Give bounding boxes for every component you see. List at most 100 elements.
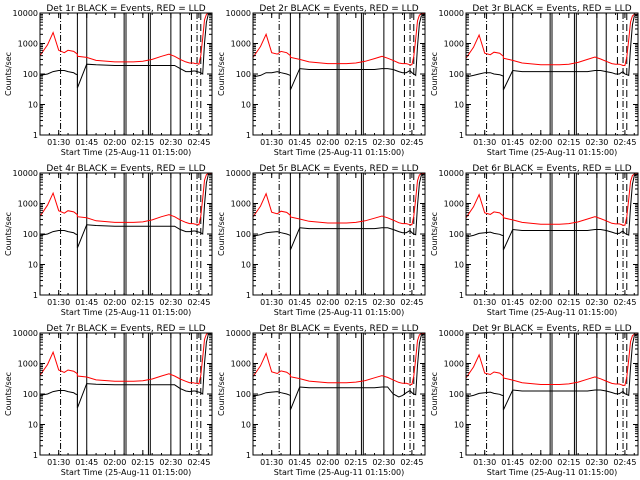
- x-tick-label: 02:30: [372, 138, 395, 147]
- x-tick-label: 01:30: [260, 458, 283, 467]
- series-lld-line: [40, 173, 212, 226]
- y-tick-label: 1000: [18, 360, 38, 369]
- x-tick-label: 01:45: [75, 298, 98, 307]
- series-lld-line: [253, 13, 425, 66]
- x-tick-label: 01:30: [473, 138, 496, 147]
- y-tick-label: 100: [23, 70, 38, 79]
- series-lld-line: [40, 333, 212, 385]
- x-tick-label: 02:00: [103, 138, 126, 147]
- y-axis-label: Counts/sec: [430, 372, 439, 416]
- x-tick-label: 02:00: [316, 138, 339, 147]
- y-tick-label: 10000: [226, 9, 251, 18]
- x-tick-label: 02:00: [529, 138, 552, 147]
- chart-panel-7: Det 7r BLACK = Events, RED = LLD 1 10 100 10…: [4, 324, 213, 477]
- y-tick-label: 1: [246, 131, 251, 140]
- y-tick-label: 10000: [13, 9, 38, 18]
- series-lld-line: [253, 333, 425, 386]
- chart-panel-6: Det 6r BLACK = Events, RED = LLD 1 10 100 10…: [430, 164, 639, 317]
- chart-title: Det 9r BLACK = Events, RED = LLD: [472, 324, 631, 334]
- y-tick-label: 100: [236, 70, 251, 79]
- x-tick-label: 02:45: [187, 298, 210, 307]
- x-tick-label: 02:45: [187, 458, 210, 467]
- y-tick-label: 10: [28, 421, 38, 430]
- y-tick-label: 1000: [444, 360, 464, 369]
- series-events-line: [466, 13, 638, 91]
- chart-title: Det 6r BLACK = Events, RED = LLD: [472, 164, 631, 174]
- plot-area: [466, 13, 638, 135]
- plot-area: [40, 173, 212, 295]
- y-tick-label: 10: [241, 261, 251, 270]
- y-tick-label: 10: [454, 101, 464, 110]
- x-axis-label: Start Time (25-Aug-11 01:15:00): [61, 148, 192, 157]
- y-tick-label: 10: [28, 101, 38, 110]
- y-tick-label: 10: [241, 101, 251, 110]
- y-axis-label: Counts/sec: [217, 212, 226, 256]
- x-tick-label: 02:30: [585, 138, 608, 147]
- x-axis-label: Start Time (25-Aug-11 01:15:00): [61, 468, 192, 477]
- y-tick-label: 100: [236, 390, 251, 399]
- x-tick-label: 02:15: [557, 458, 580, 467]
- y-tick-label: 1: [33, 451, 38, 460]
- x-tick-label: 01:30: [47, 298, 70, 307]
- y-tick-label: 1: [459, 451, 464, 460]
- x-tick-label: 02:30: [585, 458, 608, 467]
- x-axis-label: Start Time (25-Aug-11 01:15:00): [487, 468, 618, 477]
- chart-title: Det 8r BLACK = Events, RED = LLD: [259, 324, 418, 334]
- plot-area: [40, 13, 212, 135]
- y-tick-label: 1000: [18, 200, 38, 209]
- plot-area: [253, 173, 425, 295]
- x-tick-label: 01:45: [288, 138, 311, 147]
- x-tick-label: 01:45: [75, 138, 98, 147]
- x-axis-label: Start Time (25-Aug-11 01:15:00): [487, 308, 618, 317]
- y-tick-label: 1000: [231, 40, 251, 49]
- series-events-line: [253, 173, 425, 251]
- y-tick-label: 1: [246, 451, 251, 460]
- x-tick-label: 02:45: [613, 458, 636, 467]
- x-tick-label: 02:30: [159, 138, 182, 147]
- y-tick-label: 10: [454, 261, 464, 270]
- x-tick-label: 02:00: [103, 458, 126, 467]
- x-tick-label: 01:30: [473, 298, 496, 307]
- y-tick-label: 10000: [439, 9, 464, 18]
- x-tick-label: 02:30: [159, 458, 182, 467]
- chart-title: Det 4r BLACK = Events, RED = LLD: [46, 164, 205, 174]
- chart-panel-5: Det 5r BLACK = Events, RED = LLD 1 10 100 10…: [217, 164, 426, 317]
- series-events-line: [253, 13, 425, 91]
- x-axis-label: Start Time (25-Aug-11 01:15:00): [274, 468, 405, 477]
- x-axis-label: Start Time (25-Aug-11 01:15:00): [487, 148, 618, 157]
- y-tick-label: 1: [33, 131, 38, 140]
- x-tick-label: 02:15: [131, 458, 154, 467]
- series-events-line: [40, 13, 212, 89]
- x-tick-label: 02:45: [400, 138, 423, 147]
- y-axis-label: Counts/sec: [4, 372, 13, 416]
- plot-area: [253, 13, 425, 135]
- y-tick-label: 1000: [18, 40, 38, 49]
- y-tick-label: 10000: [226, 329, 251, 338]
- x-tick-label: 01:45: [288, 298, 311, 307]
- series-events-line: [253, 333, 425, 411]
- x-tick-label: 02:15: [344, 458, 367, 467]
- x-axis-label: Start Time (25-Aug-11 01:15:00): [274, 308, 405, 317]
- x-tick-label: 02:00: [529, 298, 552, 307]
- y-tick-label: 10000: [439, 169, 464, 178]
- x-tick-label: 01:45: [501, 458, 524, 467]
- y-tick-label: 1: [33, 291, 38, 300]
- y-tick-label: 10000: [226, 169, 251, 178]
- y-axis-label: Counts/sec: [4, 52, 13, 96]
- series-events-line: [40, 173, 212, 249]
- series-lld-line: [466, 13, 638, 66]
- y-tick-label: 10: [241, 421, 251, 430]
- chart-title: Det 2r BLACK = Events, RED = LLD: [259, 4, 418, 14]
- series-lld-line: [466, 333, 638, 386]
- series-lld-line: [466, 173, 638, 226]
- y-tick-label: 1000: [444, 40, 464, 49]
- y-tick-label: 1: [459, 131, 464, 140]
- plot-area: [466, 333, 638, 455]
- chart-panel-4: Det 4r BLACK = Events, RED = LLD 1 10 100 10…: [4, 164, 213, 317]
- y-tick-label: 100: [449, 230, 464, 239]
- x-tick-label: 02:00: [316, 458, 339, 467]
- y-tick-label: 100: [236, 230, 251, 239]
- y-tick-label: 100: [449, 70, 464, 79]
- y-axis-label: Counts/sec: [217, 52, 226, 96]
- chart-title: Det 7r BLACK = Events, RED = LLD: [46, 324, 205, 334]
